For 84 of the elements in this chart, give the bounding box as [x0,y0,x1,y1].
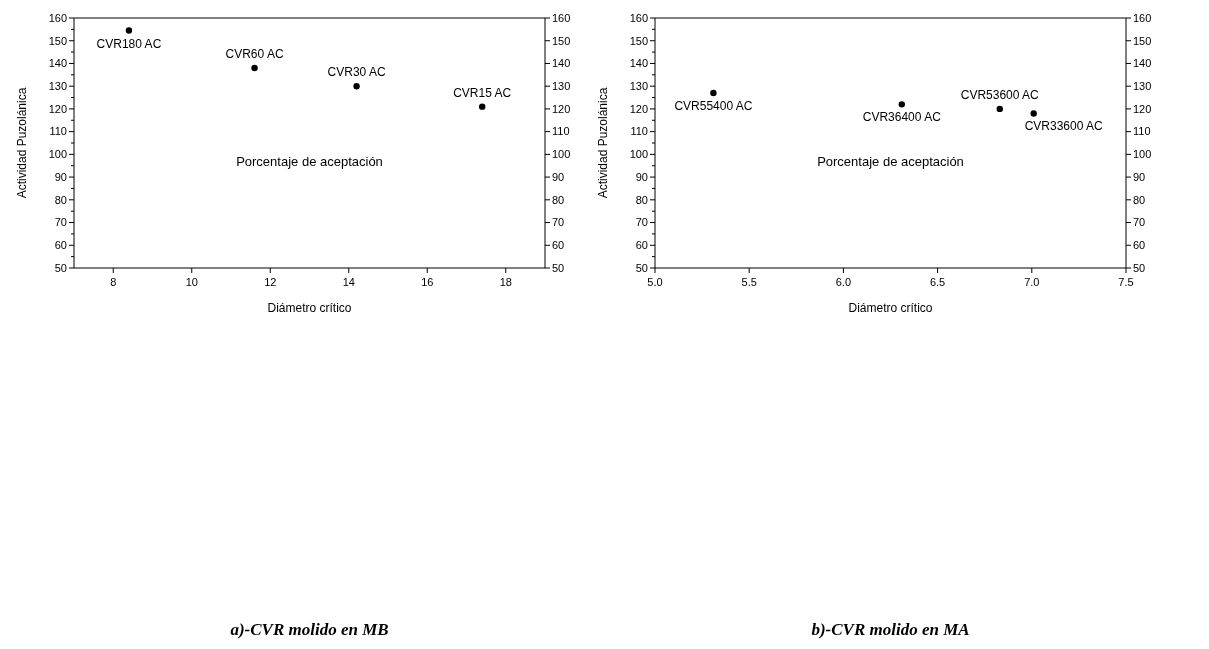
x-tick-label: 5.5 [741,276,757,288]
y2-tick-label: 100 [552,148,571,161]
y2-tick-label: 110 [552,125,570,138]
y2-tick-label: 70 [1133,216,1146,229]
y-tick-label: 160 [629,11,648,24]
y-tick-label: 140 [48,57,67,70]
point [710,89,717,97]
point [898,101,905,108]
x-axis-title: Diámetro crítico [267,301,352,315]
y-tick-label: 90 [54,170,67,183]
x-tick-label: 6.5 [929,276,946,288]
y-tick-label: 50 [54,261,67,274]
y-axis-title: Actividad Puzolánica [15,87,29,199]
x-tick-label: 8 [110,276,117,288]
y-tick-label: 110 [49,125,67,138]
y-tick-label: 130 [48,80,67,93]
annotation: Porcentaje de aceptación [236,153,383,169]
y-tick-label: 110 [630,125,648,138]
y-tick-label: 60 [54,239,67,252]
point [125,27,133,34]
y2-tick-label: 70 [552,216,565,229]
y-tick-label: 70 [54,216,67,229]
x-tick-label: 7.5 [1118,276,1134,288]
annotation: CVR36400 AC [862,110,942,125]
y-tick-label: 80 [54,193,67,206]
y-tick-label: 120 [629,102,648,115]
x-tick-label: 16 [421,276,434,288]
point [479,103,486,110]
x-tick-label: 10 [185,276,198,288]
y-tick-label: 50 [635,261,648,274]
annotation: CVR15 AC [453,85,512,100]
annotation: Porcentaje de aceptación [817,153,964,169]
y2-tick-label: 130 [1133,80,1152,93]
annotation: CVR180 AC [96,36,162,51]
x-tick-label: 18 [499,276,512,288]
annotation: CVR33600 AC [1024,119,1104,134]
point [996,105,1003,113]
text: b)-CVR molido en MA [811,620,970,639]
x-axis-title: Diámetro crítico [848,301,933,315]
y2-tick-label: 110 [1133,125,1151,138]
y2-tick-label: 120 [552,102,571,115]
annotation: CVR55400 AC [674,99,753,113]
x-tick-label: 7.0 [1024,276,1040,288]
text: a)-CVR molido en MB [230,620,389,639]
point [251,64,258,72]
x-tick-label: 6.0 [835,276,852,288]
y2-tick-label: 140 [552,57,571,70]
y2-tick-label: 90 [1133,170,1146,183]
y-tick-label: 60 [635,239,648,252]
x-tick-label: 12 [264,276,277,288]
y2-tick-label: 90 [552,170,565,183]
y2-tick-label: 130 [552,80,571,93]
y-axis-title: Actividad Puzolánica [596,87,610,199]
y2-tick-label: 100 [1133,148,1152,161]
y-tick-label: 80 [635,193,648,206]
y-tick-label: 70 [635,216,648,229]
y2-tick-label: 50 [552,261,565,274]
y-tick-label: 100 [48,148,67,161]
y2-tick-label: 140 [1133,57,1152,70]
y2-tick-label: 60 [1133,239,1146,252]
point [1030,110,1037,117]
y-tick-label: 150 [629,34,648,47]
x-tick-label: 5.0 [647,276,663,288]
y2-tick-label: 120 [1133,102,1152,115]
annotation: CVR60 AC [225,47,284,61]
y2-tick-label: 150 [1133,34,1152,47]
y-tick-label: 140 [629,57,648,70]
y-tick-label: 90 [635,170,648,183]
annotation: CVR53600 AC [960,87,1040,102]
y2-tick-label: 80 [1133,193,1146,206]
annotation: CVR30 AC [327,65,386,80]
y2-tick-label: 160 [1133,11,1152,24]
x-tick-label: 14 [342,276,355,288]
y2-tick-label: 50 [1133,261,1146,274]
y-tick-label: 100 [629,148,648,161]
y2-tick-label: 60 [552,239,565,252]
y2-tick-label: 80 [552,193,565,206]
y-tick-label: 130 [629,80,648,93]
y2-tick-label: 160 [552,11,571,24]
y-tick-label: 120 [48,102,67,115]
y-tick-label: 160 [48,11,67,24]
y-tick-label: 150 [48,34,67,47]
point [353,82,360,90]
y2-tick-label: 150 [552,34,571,47]
